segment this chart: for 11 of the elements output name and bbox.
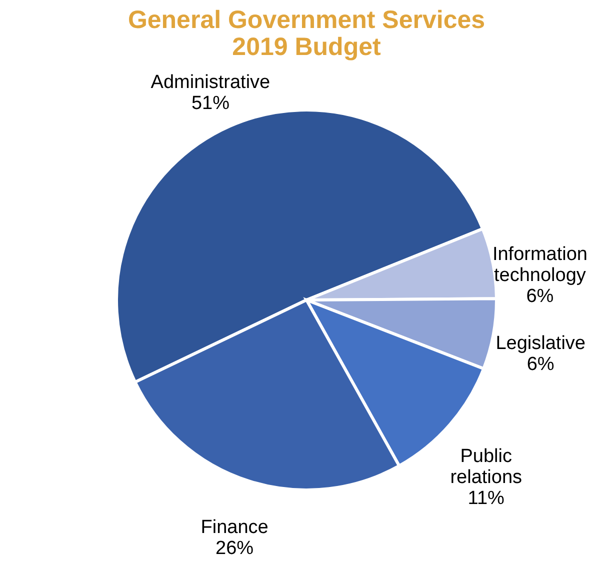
data-label: 51% (191, 93, 230, 114)
data-label: 6% (526, 354, 554, 375)
slice-label: Information technology (492, 244, 588, 286)
data-label: 11% (468, 488, 505, 510)
slice-label: Public relations (450, 446, 522, 488)
slice-label: Administrative (150, 72, 270, 94)
data-label: 26% (216, 538, 254, 559)
chart-title: General Government Services 2019 Budget (128, 6, 486, 61)
data-label: 6% (526, 286, 554, 307)
slice-label: Finance (200, 516, 268, 538)
slice-label: Legislative (496, 332, 586, 354)
